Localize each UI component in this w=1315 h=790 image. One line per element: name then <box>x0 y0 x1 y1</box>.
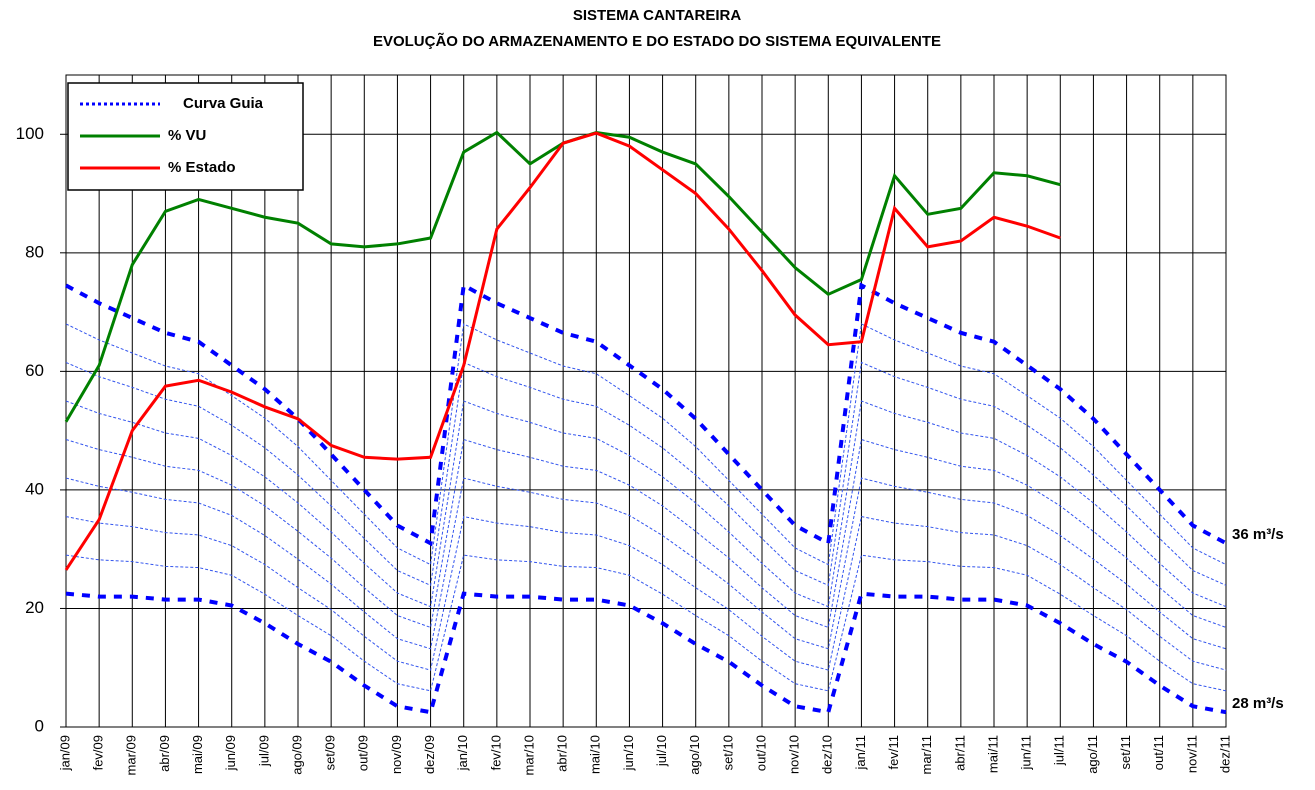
x-tick-label: abr/10 <box>555 735 570 772</box>
x-tick-label: jun/10 <box>621 735 636 771</box>
x-tick-label: jan/11 <box>853 735 868 770</box>
x-tick-label: set/10 <box>720 735 735 770</box>
x-tick-label: abr/11 <box>952 735 967 771</box>
x-tick-label: out/10 <box>753 735 768 771</box>
chart-subtitle: EVOLUÇÃO DO ARMAZENAMENTO E DO ESTADO DO… <box>373 32 941 50</box>
x-tick-label: jul/10 <box>654 735 669 767</box>
x-tick-label: mar/11 <box>919 735 934 775</box>
y-tick-label: 40 <box>25 479 44 498</box>
x-tick-label: abr/09 <box>157 735 172 772</box>
x-tick-label: set/11 <box>1118 735 1133 769</box>
guide-curve-thin <box>65 515 1227 671</box>
x-tick-label: mai/09 <box>190 735 205 774</box>
x-tick-label: fev/10 <box>488 735 503 770</box>
chart-title: SISTEMA CANTAREIRA <box>573 7 742 24</box>
series-line <box>64 131 1061 571</box>
y-tick-label: 20 <box>25 598 44 617</box>
guide-curve-thin <box>65 477 1227 650</box>
x-tick-label: mar/10 <box>521 735 536 775</box>
guide-curve <box>65 591 1227 715</box>
x-tick-label: jun/09 <box>223 735 238 771</box>
x-tick-label: out/11 <box>1151 735 1166 770</box>
x-tick-label: mai/11 <box>985 735 1000 773</box>
x-tick-label: fev/09 <box>91 735 106 770</box>
x-tick-label: nov/09 <box>389 735 404 774</box>
guide-curve <box>65 282 1227 547</box>
y-tick-label: 80 <box>25 242 44 261</box>
legend-label: % Estado <box>168 159 236 176</box>
y-tick-label: 60 <box>25 361 44 380</box>
guide-curve-thin <box>65 361 1227 587</box>
x-tick-label: ago/11 <box>1085 735 1100 774</box>
x-tick-label: set/09 <box>323 735 338 770</box>
guide-curve-thin <box>65 400 1227 608</box>
x-tick-label: out/09 <box>356 735 371 771</box>
x-tick-label: dez/09 <box>422 735 437 774</box>
x-tick-label: nov/11 <box>1184 735 1199 773</box>
x-tick-label: ago/09 <box>289 735 304 775</box>
guide-curve-thin <box>65 323 1227 566</box>
annotation: 36 m³/s <box>1232 526 1284 543</box>
x-tick-label: dez/11 <box>1217 735 1232 773</box>
x-tick-label: jul/11 <box>1052 735 1067 766</box>
x-tick-label: mar/09 <box>124 735 139 775</box>
guide-curve-thin <box>65 438 1227 629</box>
x-tick-label: mai/10 <box>588 735 603 774</box>
x-tick-label: jan/09 <box>57 735 72 771</box>
y-tick-label: 0 <box>35 716 44 735</box>
guide-curve-thin <box>65 554 1227 692</box>
x-tick-label: jul/09 <box>256 735 271 767</box>
y-tick-label: 100 <box>16 124 44 143</box>
annotation: 28 m³/s <box>1232 695 1284 712</box>
legend-label: % VU <box>168 127 206 144</box>
x-tick-label: ago/10 <box>687 735 702 775</box>
x-tick-label: dez/10 <box>820 735 835 774</box>
x-tick-label: jun/11 <box>1019 735 1034 770</box>
x-tick-label: jan/10 <box>455 735 470 771</box>
x-tick-label: nov/10 <box>787 735 802 774</box>
legend-label: Curva Guia <box>183 95 264 112</box>
x-tick-label: fev/11 <box>886 735 901 769</box>
